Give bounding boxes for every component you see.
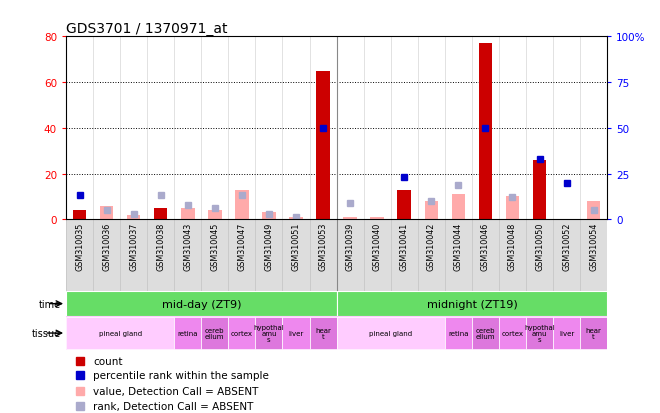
Text: liver: liver — [288, 330, 304, 336]
Bar — [228, 317, 255, 349]
Bar — [235, 190, 249, 220]
Text: hypothal
amu
s: hypothal amu s — [253, 324, 284, 342]
Text: value, Detection Call = ABSENT: value, Detection Call = ABSENT — [93, 386, 259, 396]
Text: GSM310051: GSM310051 — [292, 222, 300, 270]
Text: GSM310041: GSM310041 — [400, 222, 409, 270]
Text: GSM310053: GSM310053 — [319, 222, 327, 270]
Bar — [533, 160, 546, 220]
Text: midnight (ZT19): midnight (ZT19) — [426, 299, 517, 309]
Bar — [154, 208, 168, 220]
Text: pineal gland: pineal gland — [98, 330, 142, 336]
Text: GSM310054: GSM310054 — [589, 222, 598, 270]
Bar — [397, 190, 411, 220]
Text: pineal gland: pineal gland — [369, 330, 412, 336]
Bar — [587, 202, 601, 220]
Text: retina: retina — [448, 330, 469, 336]
Text: GSM310043: GSM310043 — [183, 222, 192, 270]
Bar — [424, 202, 438, 220]
Text: hear
t: hear t — [585, 327, 602, 339]
Bar — [289, 218, 303, 220]
Text: cortex: cortex — [502, 330, 523, 336]
Text: GSM310040: GSM310040 — [373, 222, 381, 270]
Bar — [208, 211, 222, 220]
Bar — [66, 317, 174, 349]
Bar — [580, 317, 607, 349]
Bar — [174, 317, 201, 349]
Bar — [370, 218, 384, 220]
Bar — [316, 71, 330, 220]
Text: GSM310052: GSM310052 — [562, 222, 571, 270]
Text: GSM310036: GSM310036 — [102, 222, 111, 270]
Bar — [343, 218, 357, 220]
Bar — [100, 206, 114, 220]
Bar — [472, 317, 499, 349]
Bar — [73, 211, 86, 220]
Text: GSM310050: GSM310050 — [535, 222, 544, 270]
Text: liver: liver — [559, 330, 574, 336]
Text: GSM310037: GSM310037 — [129, 222, 138, 270]
Bar — [506, 197, 519, 220]
Text: hear
t: hear t — [315, 327, 331, 339]
Text: percentile rank within the sample: percentile rank within the sample — [93, 370, 269, 380]
Bar — [282, 317, 310, 349]
Text: cereb
ellum: cereb ellum — [476, 327, 495, 339]
Text: GSM310045: GSM310045 — [211, 222, 219, 270]
Text: retina: retina — [178, 330, 198, 336]
Bar — [337, 292, 607, 316]
Text: time: time — [38, 299, 61, 309]
Text: tissue: tissue — [32, 328, 61, 338]
Bar — [337, 317, 445, 349]
Text: rank, Detection Call = ABSENT: rank, Detection Call = ABSENT — [93, 401, 253, 411]
Text: GDS3701 / 1370971_at: GDS3701 / 1370971_at — [66, 22, 228, 36]
Bar — [499, 317, 526, 349]
Text: mid-day (ZT9): mid-day (ZT9) — [162, 299, 241, 309]
Text: GSM310047: GSM310047 — [238, 222, 246, 270]
Bar — [526, 317, 553, 349]
Text: count: count — [93, 356, 123, 366]
Text: GSM310046: GSM310046 — [481, 222, 490, 270]
Bar — [445, 317, 472, 349]
Text: GSM310038: GSM310038 — [156, 222, 165, 270]
Bar — [66, 292, 337, 316]
Text: GSM310044: GSM310044 — [454, 222, 463, 270]
Bar — [201, 317, 228, 349]
Text: cereb
ellum: cereb ellum — [205, 327, 224, 339]
Bar — [451, 195, 465, 220]
Bar — [310, 317, 337, 349]
Text: GSM310048: GSM310048 — [508, 222, 517, 270]
Text: GSM310035: GSM310035 — [75, 222, 84, 270]
Bar — [127, 215, 141, 220]
Text: cortex: cortex — [231, 330, 253, 336]
Bar — [478, 44, 492, 220]
Bar — [255, 317, 282, 349]
Text: hypothal
amu
s: hypothal amu s — [524, 324, 555, 342]
Bar — [262, 213, 276, 220]
Text: GSM310042: GSM310042 — [427, 222, 436, 270]
Text: GSM310049: GSM310049 — [265, 222, 273, 270]
Bar — [553, 317, 580, 349]
Text: GSM310039: GSM310039 — [346, 222, 354, 270]
Bar — [181, 208, 195, 220]
